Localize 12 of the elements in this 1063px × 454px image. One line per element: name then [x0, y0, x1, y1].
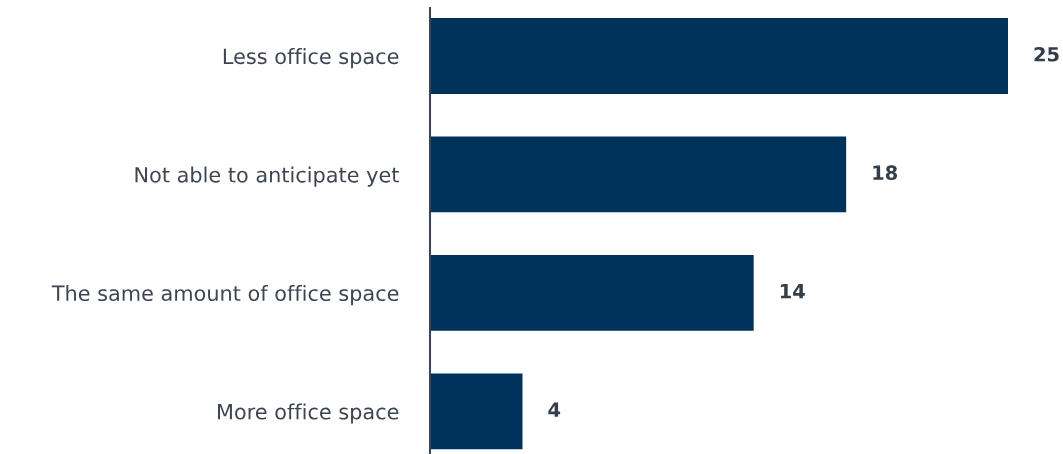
y-tick-label: More office space [218, 403, 399, 424]
data-label: 18 [873, 165, 898, 181]
data-label: 25 [1034, 46, 1059, 62]
bar [430, 18, 1008, 94]
y-tick-label: Less office space [223, 48, 399, 69]
bar [430, 254, 754, 331]
data-label: 4 [548, 402, 561, 417]
y-tick-label: Not able to anticipate yet [135, 166, 399, 187]
bar [430, 136, 847, 213]
bar [430, 373, 523, 450]
data-label: 14 [780, 284, 805, 299]
y-tick-label: The same amount of office space [51, 284, 399, 306]
